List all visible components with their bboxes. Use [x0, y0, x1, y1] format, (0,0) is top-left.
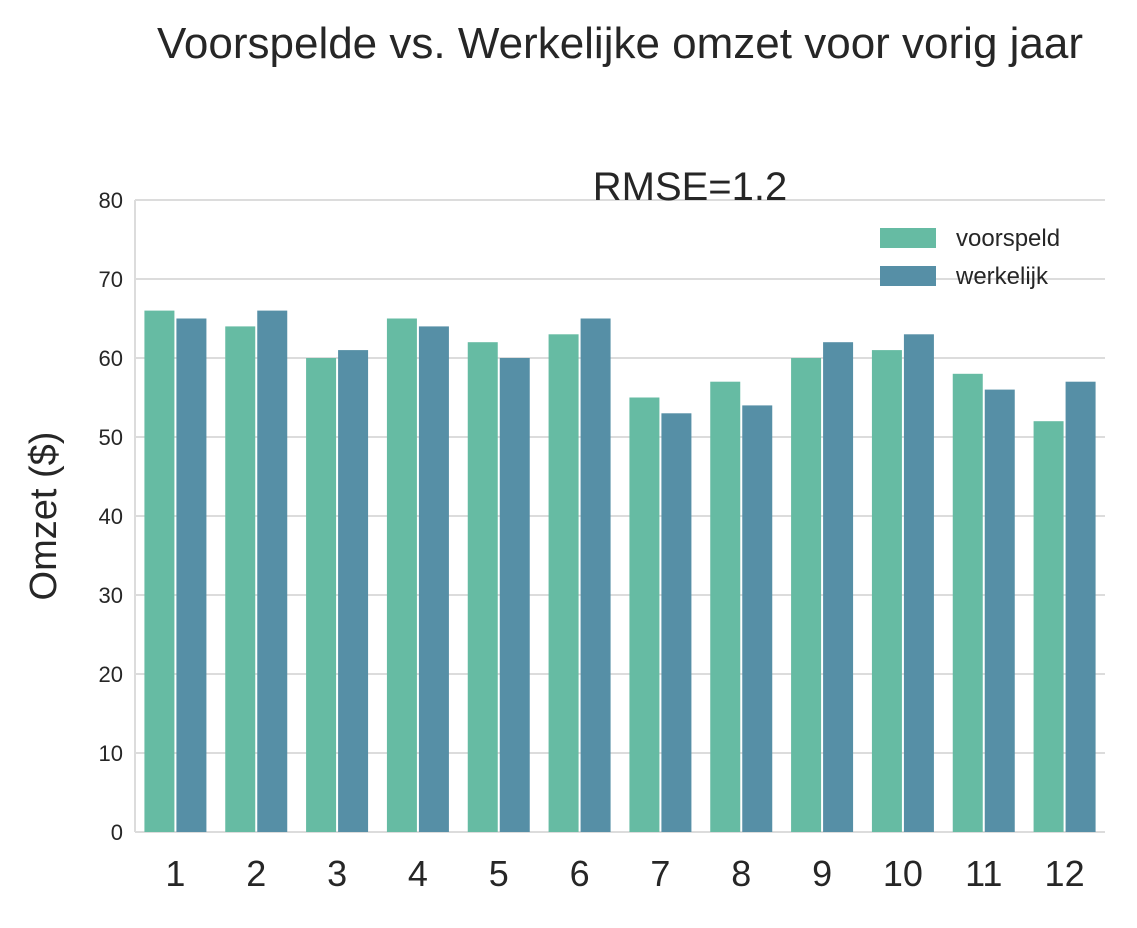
x-tick-label: 8 — [731, 853, 751, 894]
legend-label-voorspeld: voorspeld — [956, 225, 1060, 252]
bar-werkelijk-10 — [903, 334, 934, 832]
x-tick-label: 2 — [246, 853, 266, 894]
bar-voorspeld-4 — [386, 318, 417, 832]
bar-voorspeld-11 — [952, 373, 983, 832]
bar-werkelijk-4 — [418, 326, 449, 832]
bar-voorspeld-10 — [871, 350, 902, 832]
rmse-annotation: RMSE=1.2 — [593, 165, 788, 209]
y-tick-label: 60 — [99, 346, 123, 371]
legend-swatch-voorspeld — [880, 228, 936, 248]
bar-voorspeld-7 — [629, 397, 660, 832]
bar-voorspeld-8 — [710, 381, 741, 832]
bar-voorspeld-12 — [1033, 421, 1064, 832]
x-tick-label: 4 — [408, 853, 428, 894]
legend: voorspeld werkelijk — [880, 225, 1060, 290]
x-tick-label: 6 — [570, 853, 590, 894]
x-tick-label: 5 — [489, 853, 509, 894]
bar-voorspeld-2 — [225, 326, 256, 832]
legend-label-werkelijk: werkelijk — [955, 263, 1049, 290]
x-tick-label: 1 — [165, 853, 185, 894]
bar-werkelijk-1 — [176, 318, 207, 832]
bar-voorspeld-1 — [144, 310, 175, 833]
x-tick-label: 9 — [812, 853, 832, 894]
bar-werkelijk-12 — [1065, 381, 1096, 832]
bar-werkelijk-8 — [742, 405, 773, 832]
bar-werkelijk-2 — [257, 310, 288, 833]
y-tick-label: 40 — [99, 504, 123, 529]
y-tick-label: 30 — [99, 583, 123, 608]
bar-werkelijk-9 — [823, 342, 854, 832]
x-tick-label: 10 — [883, 853, 923, 894]
legend-swatch-werkelijk — [880, 266, 936, 286]
bar-werkelijk-7 — [661, 413, 692, 832]
y-tick-label: 70 — [99, 267, 123, 292]
bar-werkelijk-5 — [499, 358, 530, 832]
bar-werkelijk-11 — [984, 389, 1015, 832]
y-tick-label: 0 — [111, 820, 123, 845]
x-tick-label: 7 — [650, 853, 670, 894]
bar-voorspeld-3 — [306, 358, 337, 832]
bar-voorspeld-6 — [548, 334, 579, 832]
bar-werkelijk-3 — [338, 350, 369, 832]
y-tick-label: 80 — [99, 188, 123, 213]
x-tick-label: 12 — [1045, 853, 1085, 894]
x-tick-label: 11 — [965, 853, 1002, 894]
bar-voorspeld-5 — [467, 342, 498, 832]
y-axis-label: Omzet ($) — [23, 432, 65, 601]
y-tick-label: 20 — [99, 662, 123, 687]
chart-title: Voorspelde vs. Werkelijke omzet voor vor… — [157, 19, 1083, 68]
y-tick-label: 10 — [99, 741, 123, 766]
bar-voorspeld-9 — [791, 358, 822, 832]
y-tick-label: 50 — [99, 425, 123, 450]
bar-werkelijk-6 — [580, 318, 611, 832]
x-tick-label: 3 — [327, 853, 347, 894]
